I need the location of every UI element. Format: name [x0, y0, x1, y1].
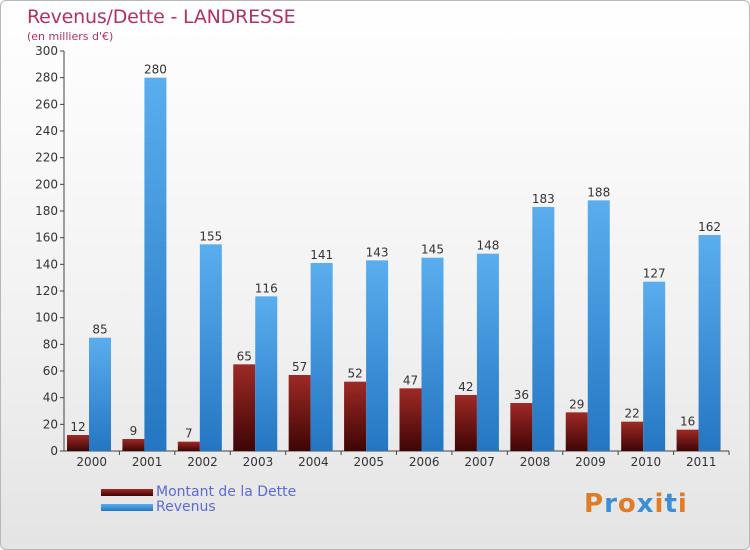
- bar-revenus: [587, 200, 610, 451]
- x-tick-label: 2003: [243, 455, 274, 469]
- chart-subtitle: (en milliers d'€): [27, 30, 114, 43]
- y-tick-label: 0: [50, 444, 58, 458]
- x-tick-label: 2006: [409, 455, 440, 469]
- data-label-dette: 65: [237, 349, 252, 363]
- logo-letter: P: [584, 489, 605, 519]
- bar-revenus: [421, 257, 444, 451]
- bar-revenus: [144, 77, 167, 452]
- bar-dette: [565, 412, 588, 451]
- data-label-dette: 9: [130, 424, 138, 438]
- y-tick-label: 200: [35, 177, 58, 191]
- x-tick-label: 2007: [464, 455, 495, 469]
- data-label-dette: 12: [70, 420, 85, 434]
- data-label-revenus: 155: [199, 229, 222, 243]
- y-tick-label: 260: [35, 97, 58, 111]
- bar-dette: [288, 375, 311, 451]
- data-label-revenus: 183: [532, 192, 555, 206]
- legend-swatch-dette: [101, 489, 153, 496]
- logo-letter: x: [636, 489, 655, 519]
- bar-revenus: [199, 244, 222, 451]
- y-tick-label: 20: [43, 417, 58, 431]
- data-label-revenus: 127: [643, 267, 666, 281]
- legend-swatch-revenus: [101, 504, 153, 511]
- proxiti-logo: Proxiti: [584, 489, 688, 519]
- x-tick-label: 2009: [575, 455, 606, 469]
- bar-revenus: [698, 235, 721, 451]
- y-tick-label: 100: [35, 311, 58, 325]
- logo-letter: i: [677, 489, 688, 519]
- bar-dette: [233, 364, 256, 451]
- y-tick-label: 280: [35, 71, 58, 85]
- data-label-revenus: 143: [366, 245, 389, 259]
- data-label-revenus: 116: [255, 281, 278, 295]
- logo-letter: i: [654, 489, 665, 519]
- y-tick-label: 80: [43, 337, 58, 351]
- data-label-dette: 36: [514, 388, 529, 402]
- x-tick-label: 2000: [76, 455, 107, 469]
- y-tick-label: 180: [35, 204, 58, 218]
- bar-dette: [344, 381, 367, 451]
- legend-label-revenus: Revenus: [156, 499, 216, 515]
- data-label-revenus: 280: [144, 63, 167, 77]
- chart-title: Revenus/Dette - LANDRESSE: [27, 6, 296, 28]
- bar-dette: [67, 435, 89, 451]
- bar-dette: [399, 388, 422, 451]
- x-tick-label: 2001: [132, 455, 163, 469]
- bar-revenus: [310, 263, 333, 451]
- data-label-revenus: 188: [587, 185, 610, 199]
- data-label-dette: 52: [347, 367, 362, 381]
- data-label-dette: 16: [680, 415, 695, 429]
- y-tick-label: 220: [35, 151, 58, 165]
- data-label-revenus: 145: [421, 243, 444, 257]
- x-tick-label: 2002: [187, 455, 218, 469]
- data-label-dette: 7: [185, 427, 193, 441]
- x-tick-label: 2008: [520, 455, 551, 469]
- data-label-revenus: 141: [310, 248, 333, 262]
- bar-dette: [676, 429, 699, 451]
- data-label-revenus: 148: [476, 239, 499, 253]
- data-label-dette: 47: [403, 373, 418, 387]
- y-tick-label: 120: [35, 284, 58, 298]
- x-tick-label: 2004: [298, 455, 329, 469]
- bar-dette: [454, 395, 477, 451]
- legend-label-dette: Montant de la Dette: [156, 484, 297, 500]
- y-tick-label: 140: [35, 257, 58, 271]
- logo-letter: t: [664, 489, 678, 519]
- bar-dette: [621, 421, 644, 451]
- bar-revenus: [366, 260, 389, 451]
- data-label-revenus: 85: [92, 323, 107, 337]
- bar-revenus: [476, 253, 499, 451]
- bar-revenus: [89, 337, 111, 451]
- x-tick-label: 2005: [354, 455, 385, 469]
- bar-dette: [177, 441, 200, 451]
- bar-revenus: [255, 296, 278, 451]
- x-tick-label: 2010: [631, 455, 662, 469]
- data-label-revenus: 162: [698, 220, 721, 234]
- data-label-dette: 29: [569, 397, 584, 411]
- y-tick-label: 40: [43, 391, 58, 405]
- data-label-dette: 42: [458, 380, 473, 394]
- bar-revenus: [643, 281, 666, 451]
- bar-dette: [510, 403, 533, 451]
- x-tick-label: 2011: [686, 455, 717, 469]
- logo-letter: o: [617, 489, 637, 519]
- logo-letter: r: [604, 489, 618, 519]
- y-tick-label: 240: [35, 124, 58, 138]
- y-tick-label: 160: [35, 231, 58, 245]
- bar-dette: [122, 439, 145, 451]
- data-label-dette: 57: [292, 360, 307, 374]
- data-label-dette: 22: [625, 407, 640, 421]
- y-tick-label: 60: [43, 364, 58, 378]
- bar-revenus: [532, 207, 555, 451]
- y-tick-label: 300: [35, 44, 58, 58]
